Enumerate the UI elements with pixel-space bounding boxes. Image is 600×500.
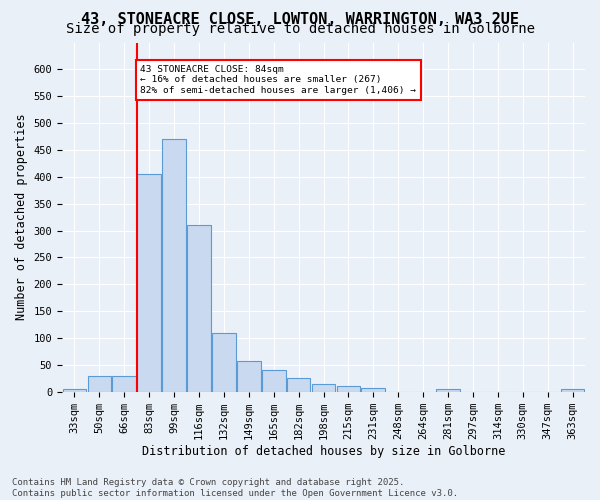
Bar <box>187 225 211 392</box>
Bar <box>212 332 236 392</box>
Bar <box>561 389 584 392</box>
Bar <box>162 139 186 392</box>
Y-axis label: Number of detached properties: Number of detached properties <box>15 114 28 320</box>
Bar <box>112 376 136 392</box>
Text: Size of property relative to detached houses in Golborne: Size of property relative to detached ho… <box>65 22 535 36</box>
Bar <box>262 370 286 392</box>
Bar <box>88 376 111 392</box>
Text: 43 STONEACRE CLOSE: 84sqm
← 16% of detached houses are smaller (267)
82% of semi: 43 STONEACRE CLOSE: 84sqm ← 16% of detac… <box>140 65 416 95</box>
Bar <box>311 384 335 392</box>
Bar <box>337 386 360 392</box>
Bar <box>237 361 260 392</box>
X-axis label: Distribution of detached houses by size in Golborne: Distribution of detached houses by size … <box>142 444 505 458</box>
Text: 43, STONEACRE CLOSE, LOWTON, WARRINGTON, WA3 2UE: 43, STONEACRE CLOSE, LOWTON, WARRINGTON,… <box>81 12 519 26</box>
Bar <box>361 388 385 392</box>
Bar <box>137 174 161 392</box>
Bar <box>436 389 460 392</box>
Text: Contains HM Land Registry data © Crown copyright and database right 2025.
Contai: Contains HM Land Registry data © Crown c… <box>12 478 458 498</box>
Bar <box>62 389 86 392</box>
Bar <box>287 378 310 392</box>
